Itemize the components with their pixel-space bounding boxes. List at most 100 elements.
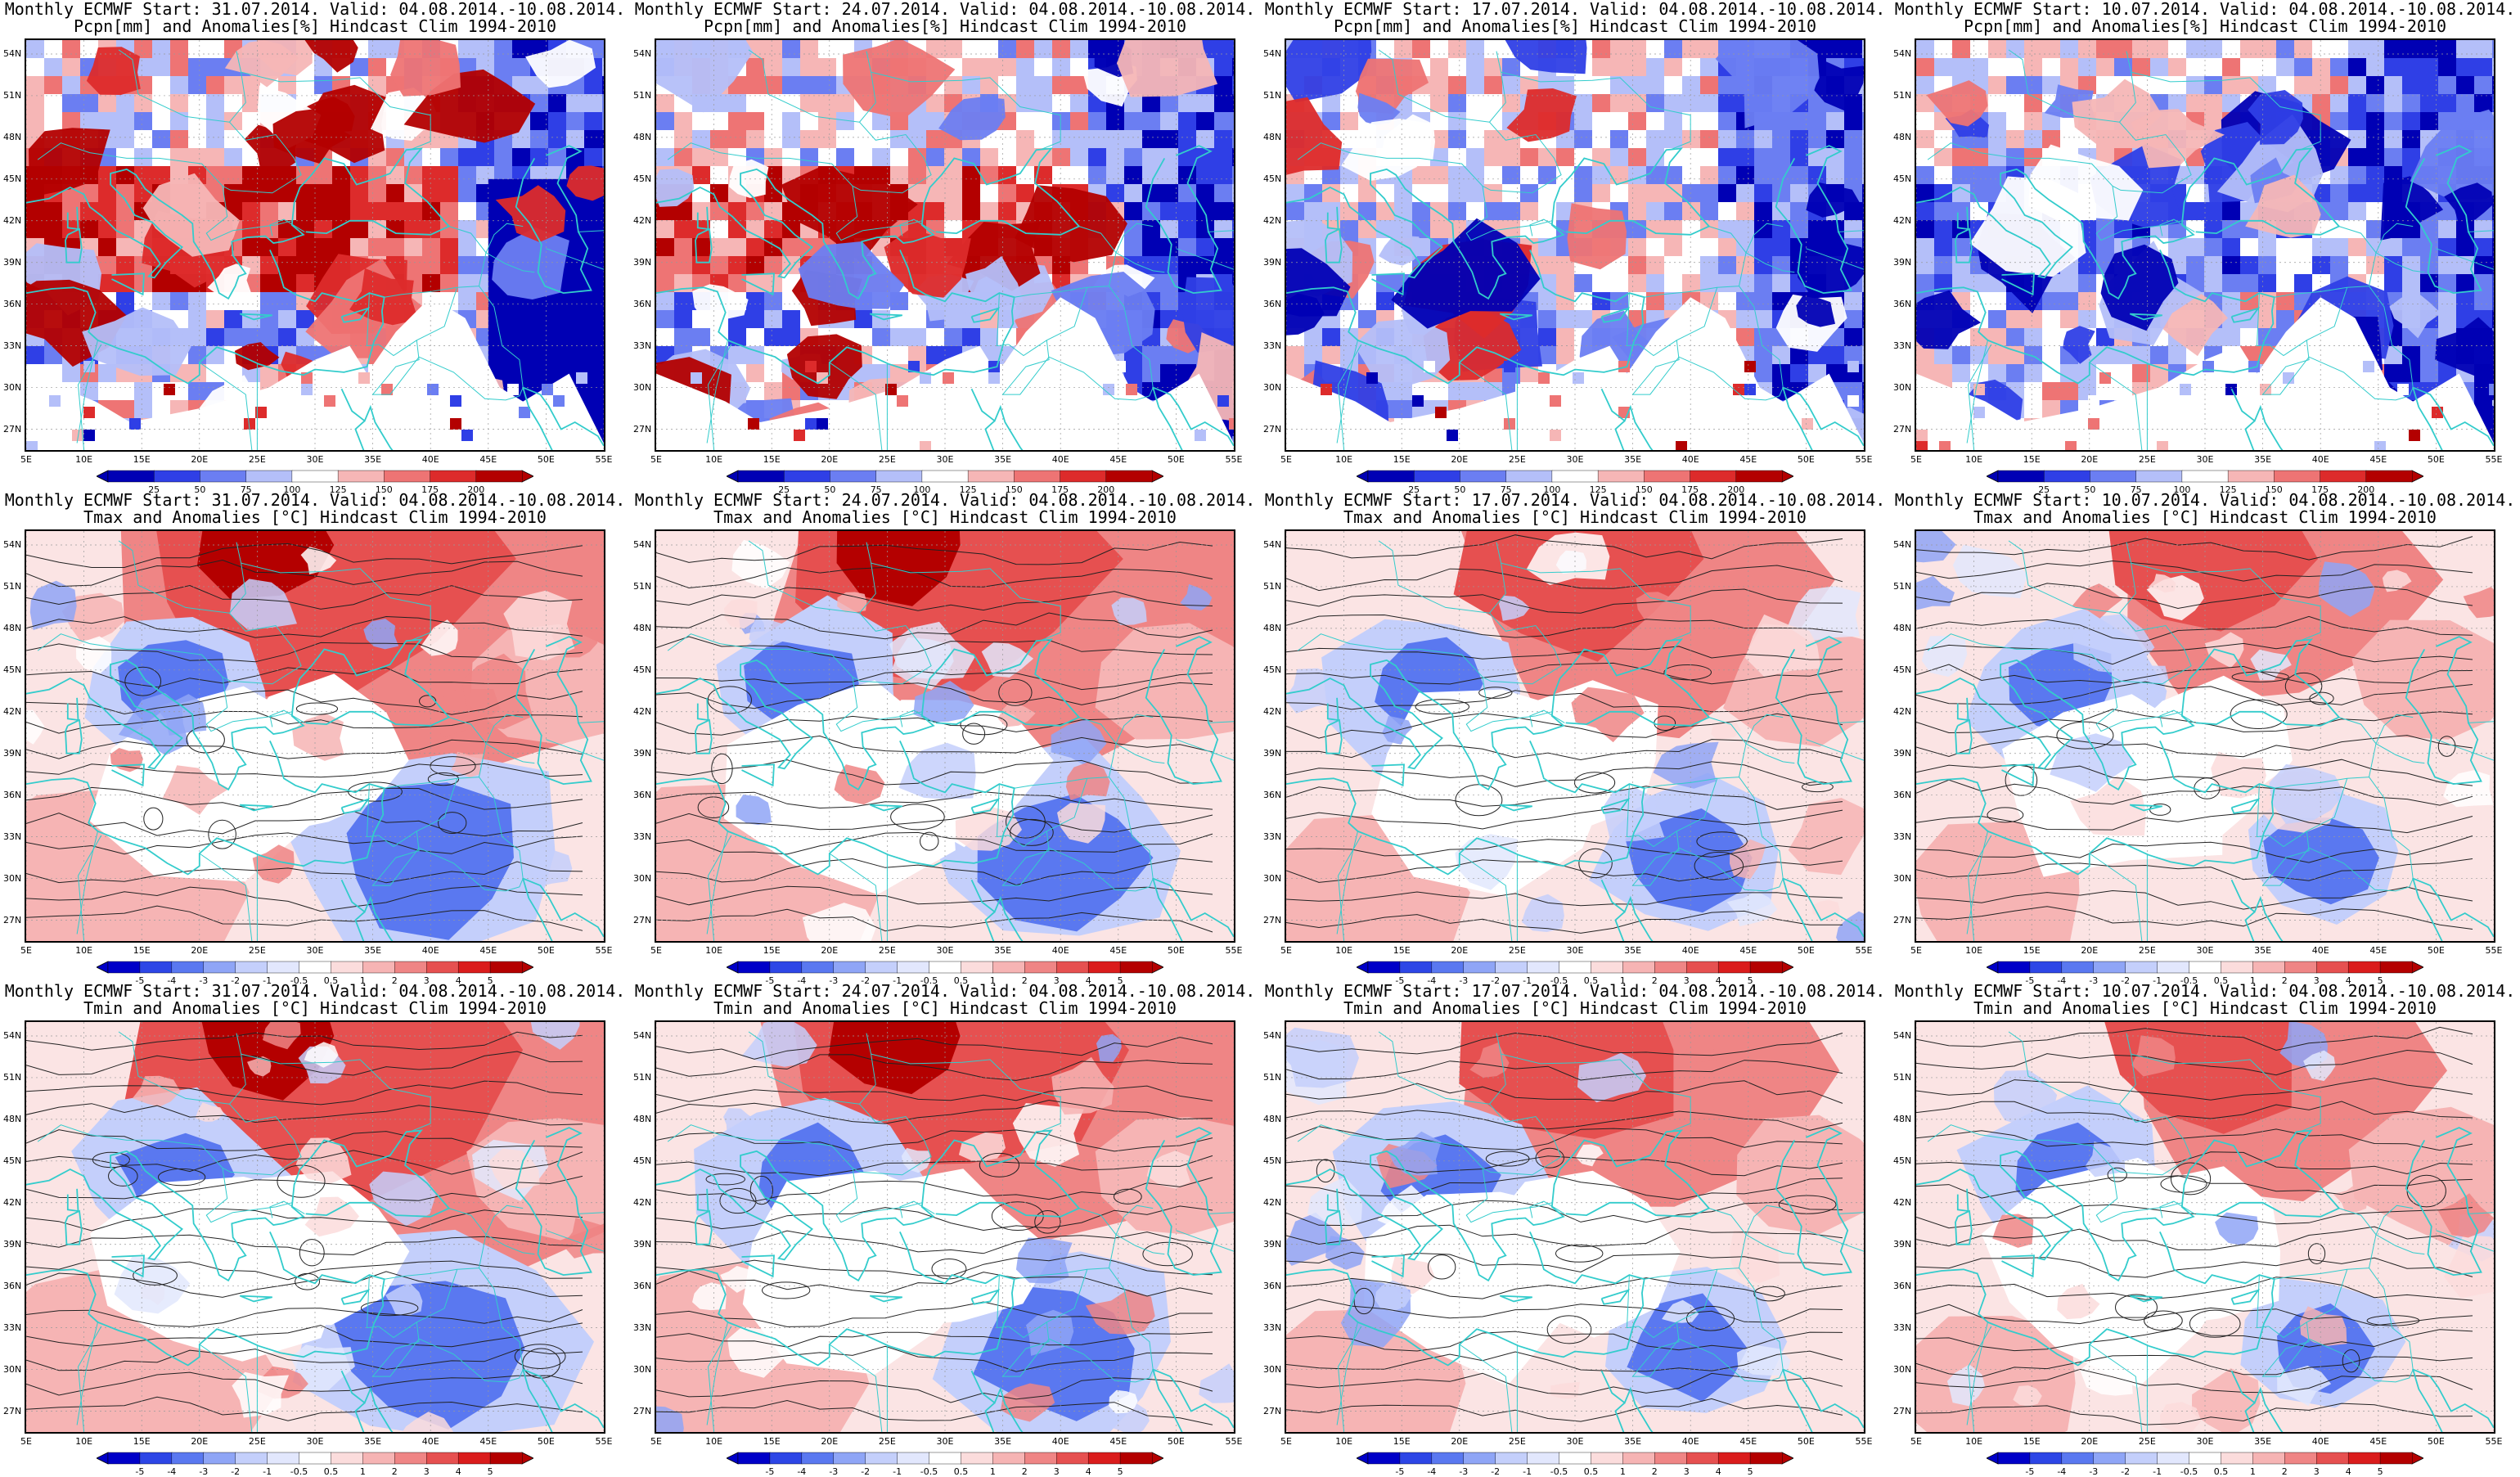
colorbar-tick-label: 4 (1085, 1466, 1091, 1477)
longitude-label: 10E (75, 945, 93, 956)
colorbar-tick-label: 150 (375, 484, 393, 495)
colorbar-tick-label: -1 (2153, 975, 2162, 986)
longitude-label: 25E (878, 454, 896, 465)
colorbar-tick-label: -5 (2025, 1466, 2035, 1477)
latitude-label: 54N (1893, 539, 1912, 550)
latitude-label: 33N (633, 831, 652, 842)
colorbar-tick-label: 1 (359, 1466, 366, 1477)
longitude-label: 15E (763, 454, 781, 465)
longitude-label: 5E (20, 1436, 32, 1447)
colorbar-tick-label: 1 (989, 1466, 996, 1477)
longitude-label: 10E (1335, 945, 1353, 956)
longitude-label: 15E (2023, 454, 2041, 465)
map-gridlines (656, 531, 1234, 941)
longitude-label: 45E (2369, 945, 2387, 956)
colorbar-tick-label: 5 (1117, 975, 1123, 986)
longitude-label: 55E (1855, 945, 1873, 956)
colorbar-tick-label: 200 (1727, 484, 1745, 495)
colorbar (97, 1452, 533, 1465)
longitude-label: 20E (2081, 945, 2099, 956)
latitude-label: 33N (3, 340, 22, 351)
panel-title-run: Monthly ECMWF Start: 24.07.2014. Valid: … (634, 0, 1256, 19)
latitude-label: 36N (1263, 789, 1282, 800)
latitude-label: 36N (3, 298, 22, 309)
longitude-label: 10E (75, 1436, 93, 1447)
temp-anomaly-field (1916, 531, 2494, 941)
latitude-label: 33N (1263, 831, 1282, 842)
latitude-label: 36N (3, 1280, 22, 1291)
longitude-label: 50E (1167, 1436, 1185, 1447)
colorbar-tick-label: 25 (2038, 484, 2050, 495)
colorbar-tick-label: 25 (148, 484, 160, 495)
longitude-label: 45E (479, 1436, 497, 1447)
colorbar-tick-label: -3 (199, 1466, 209, 1477)
latitude-label: 45N (1263, 1155, 1282, 1166)
latitude-label: 51N (633, 89, 652, 101)
latitude-label: 39N (1893, 1238, 1912, 1250)
colorbar-tick-label: 5 (487, 1466, 493, 1477)
latitude-label: 30N (633, 1363, 652, 1375)
longitude-label: 35E (364, 454, 382, 465)
longitude-label: 55E (2485, 945, 2503, 956)
longitude-label: 15E (1393, 454, 1411, 465)
latitude-label: 27N (1263, 1405, 1282, 1416)
panel-title-run: Monthly ECMWF Start: 31.07.2014. Valid: … (4, 0, 626, 19)
panel-title-variable: Pcpn[mm] and Anomalies[%] Hindcast Clim … (73, 16, 556, 36)
latitude-label: 30N (3, 1363, 22, 1375)
latitude-label: 42N (3, 1196, 22, 1208)
longitude-label: 35E (994, 454, 1012, 465)
latitude-label: 42N (633, 214, 652, 226)
colorbar-tick-label: -2 (231, 1466, 241, 1477)
panel-title-variable: Pcpn[mm] and Anomalies[%] Hindcast Clim … (1963, 16, 2446, 36)
longitude-label: 55E (1855, 1436, 1873, 1447)
colorbar-tick-label: 5 (1747, 975, 1753, 986)
colorbar-tick-label: -2 (861, 1466, 871, 1477)
map-gridlines (1916, 40, 2494, 450)
longitude-label: 25E (248, 454, 266, 465)
colorbar-tick-label: 2 (391, 1466, 398, 1477)
longitude-label: 15E (2023, 945, 2041, 956)
longitude-label: 40E (1681, 454, 1699, 465)
longitude-label: 40E (1051, 1436, 1069, 1447)
panel-title-run: Monthly ECMWF Start: 17.07.2014. Valid: … (1264, 490, 1886, 510)
colorbar-tick-label: -3 (2089, 975, 2099, 986)
latitude-label: 27N (3, 1405, 22, 1416)
colorbar-tick-label: 150 (2265, 484, 2283, 495)
coastlines-and-borders (26, 540, 604, 941)
longitude-label: 50E (1797, 1436, 1815, 1447)
panel-title-run: Monthly ECMWF Start: 31.07.2014. Valid: … (4, 981, 626, 1001)
latitude-label: 48N (633, 622, 652, 633)
longitude-label: 55E (595, 945, 613, 956)
colorbar-tick-label: -0.5 (1550, 1466, 1568, 1477)
colorbar-tick-label: 5 (1117, 1466, 1123, 1477)
longitude-label: 20E (191, 1436, 209, 1447)
temp-anomaly-field (656, 531, 1234, 941)
map-gridlines (1286, 40, 1864, 450)
longitude-label: 35E (2254, 454, 2272, 465)
latitude-label: 36N (633, 1280, 652, 1291)
forecast-map-panel: Monthly ECMWF Start: 10.07.2014. Valid: … (1890, 982, 2520, 1477)
longitude-label: 55E (1855, 454, 1873, 465)
latitude-label: 30N (1263, 381, 1282, 393)
map-plot-area (25, 1020, 605, 1434)
longitude-label: 50E (537, 945, 555, 956)
longitude-label: 5E (1280, 454, 1292, 465)
longitude-label: 45E (1109, 945, 1127, 956)
map-plot-area (1915, 38, 2495, 452)
longitude-label: 20E (1451, 454, 1469, 465)
longitude-label: 30E (1566, 1436, 1584, 1447)
latitude-label: 30N (1263, 1363, 1282, 1375)
latitude-label: 42N (1893, 214, 1912, 226)
colorbar-tick-label: -2 (231, 975, 241, 986)
colorbar-tick-label: -4 (167, 975, 177, 986)
latitude-label: 48N (1263, 622, 1282, 633)
latitude-label: 33N (3, 1322, 22, 1333)
colorbar-tick-label: -1 (1523, 1466, 1532, 1477)
colorbar (1357, 961, 1793, 974)
latitude-label: 27N (1263, 914, 1282, 925)
map-gridlines (1916, 531, 2494, 941)
longitude-label: 20E (1451, 1436, 1469, 1447)
longitude-label: 40E (2311, 945, 2329, 956)
latitude-label: 51N (3, 580, 22, 592)
longitude-label: 10E (705, 1436, 723, 1447)
